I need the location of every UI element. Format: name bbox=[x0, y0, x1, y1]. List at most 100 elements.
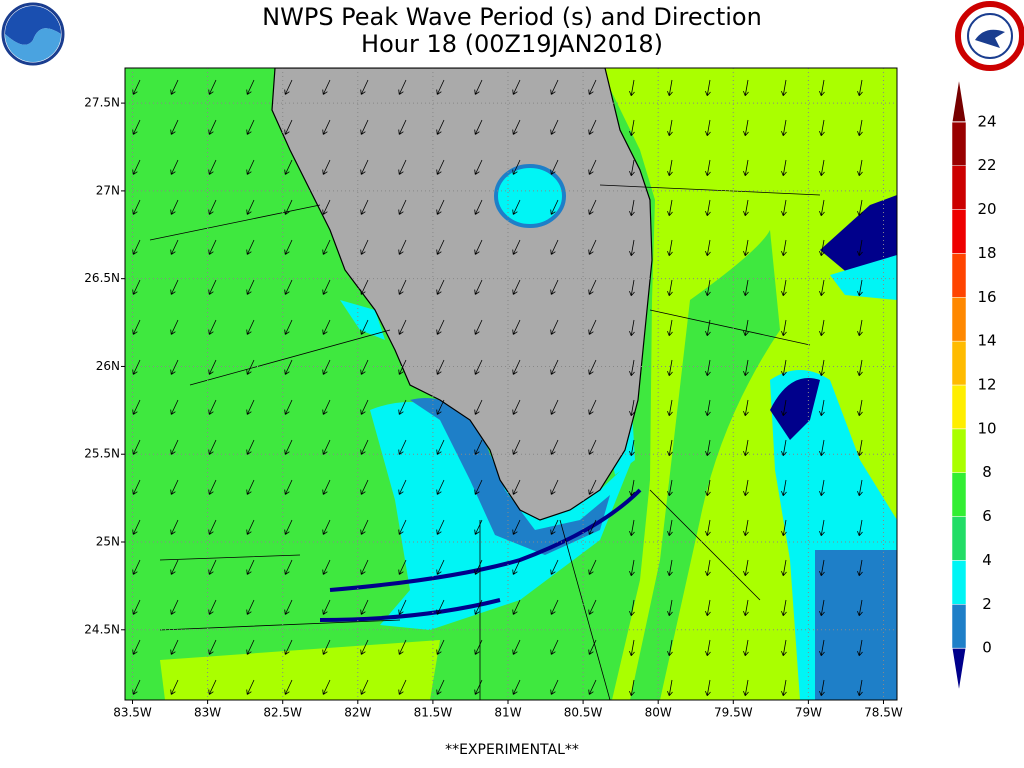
arrow bbox=[208, 119, 217, 135]
arrow bbox=[208, 679, 217, 695]
arrow bbox=[667, 439, 673, 457]
arrow bbox=[284, 479, 293, 495]
arrow bbox=[629, 439, 635, 457]
arrow bbox=[474, 439, 483, 455]
arrow bbox=[819, 679, 825, 697]
arrow bbox=[474, 159, 483, 175]
colorbar-segment bbox=[951, 560, 967, 605]
arrow bbox=[781, 479, 787, 497]
arrow bbox=[132, 439, 141, 455]
arrow bbox=[819, 359, 825, 377]
lat-tick-label: 25N bbox=[96, 535, 120, 549]
nws-logo bbox=[955, 1, 1024, 71]
colorbar-tick-label: 8 bbox=[982, 463, 992, 481]
arrow bbox=[474, 199, 483, 215]
arrow bbox=[550, 279, 559, 295]
colorbar-tick-label: 22 bbox=[977, 156, 996, 174]
arrow bbox=[170, 479, 179, 495]
arrow bbox=[360, 479, 369, 495]
arrow bbox=[322, 279, 331, 295]
arrow bbox=[246, 239, 255, 255]
arrow bbox=[512, 679, 521, 695]
arrow bbox=[436, 279, 445, 295]
arrow bbox=[208, 479, 217, 495]
arrow bbox=[705, 439, 711, 457]
arrow bbox=[705, 119, 711, 137]
arrow bbox=[705, 679, 711, 697]
colorbar-segment bbox=[951, 604, 967, 649]
map bbox=[125, 68, 897, 700]
arrow bbox=[170, 559, 179, 575]
lon-tick-label: 82.5W bbox=[263, 706, 302, 720]
arrow bbox=[588, 639, 597, 655]
arrow bbox=[398, 519, 407, 535]
colorbar-tick-label: 10 bbox=[977, 419, 996, 437]
arrow bbox=[398, 319, 407, 335]
arrow bbox=[550, 679, 559, 695]
arrow bbox=[629, 279, 635, 297]
arrow bbox=[474, 599, 483, 615]
lon-tick-label: 81.5W bbox=[414, 706, 453, 720]
lon-tick-label: 81W bbox=[494, 706, 521, 720]
lat-tick-label: 27N bbox=[96, 183, 120, 197]
arrow bbox=[360, 639, 369, 655]
arrow bbox=[208, 239, 217, 255]
colorbar-segment bbox=[951, 647, 967, 693]
arrow bbox=[550, 239, 559, 255]
arrow bbox=[170, 279, 179, 295]
arrow bbox=[857, 639, 863, 657]
arrow bbox=[208, 159, 217, 175]
arrow bbox=[781, 279, 787, 297]
colorbar-tick-label: 4 bbox=[982, 551, 992, 569]
arrow bbox=[170, 439, 179, 455]
arrow bbox=[360, 519, 369, 535]
arrow bbox=[284, 599, 293, 615]
arrow bbox=[857, 319, 863, 337]
arrow bbox=[208, 199, 217, 215]
arrow bbox=[322, 199, 331, 215]
arrow bbox=[284, 79, 293, 95]
arrow bbox=[588, 199, 597, 215]
arrow bbox=[550, 199, 559, 215]
arrow bbox=[667, 239, 673, 257]
arrow bbox=[667, 159, 673, 177]
arrow bbox=[705, 199, 711, 217]
arrow bbox=[322, 119, 331, 135]
arrow bbox=[322, 319, 331, 335]
lon-tick-label: 82W bbox=[344, 706, 371, 720]
arrow bbox=[588, 559, 597, 575]
arrow bbox=[781, 239, 787, 257]
arrow bbox=[398, 199, 407, 215]
arrow bbox=[743, 319, 749, 337]
arrow bbox=[781, 199, 787, 217]
arrow bbox=[781, 559, 787, 577]
arrow bbox=[246, 639, 255, 655]
arrow bbox=[284, 159, 293, 175]
arrow bbox=[360, 599, 369, 615]
colorbar-tick-label: 16 bbox=[977, 288, 996, 306]
colorbar-segment bbox=[951, 384, 967, 430]
arrow bbox=[667, 559, 673, 577]
arrow bbox=[360, 79, 369, 95]
arrow bbox=[246, 439, 255, 455]
zone-0-2 bbox=[410, 398, 610, 555]
arrow bbox=[208, 399, 217, 415]
arrow bbox=[743, 399, 749, 417]
arrow bbox=[743, 239, 749, 257]
arrow bbox=[743, 79, 749, 97]
arrow bbox=[781, 399, 787, 417]
arrow bbox=[398, 159, 407, 175]
zone-2-4 bbox=[830, 255, 897, 300]
arrow bbox=[857, 559, 863, 577]
arrow bbox=[629, 319, 635, 337]
zone-low bbox=[820, 195, 897, 275]
arrow bbox=[132, 359, 141, 375]
arrow bbox=[512, 479, 521, 495]
arrow bbox=[436, 439, 445, 455]
arrow bbox=[246, 79, 255, 95]
arrow bbox=[705, 399, 711, 417]
arrow bbox=[398, 279, 407, 295]
arrow bbox=[819, 279, 825, 297]
arrow bbox=[436, 199, 445, 215]
arrow bbox=[629, 79, 635, 97]
